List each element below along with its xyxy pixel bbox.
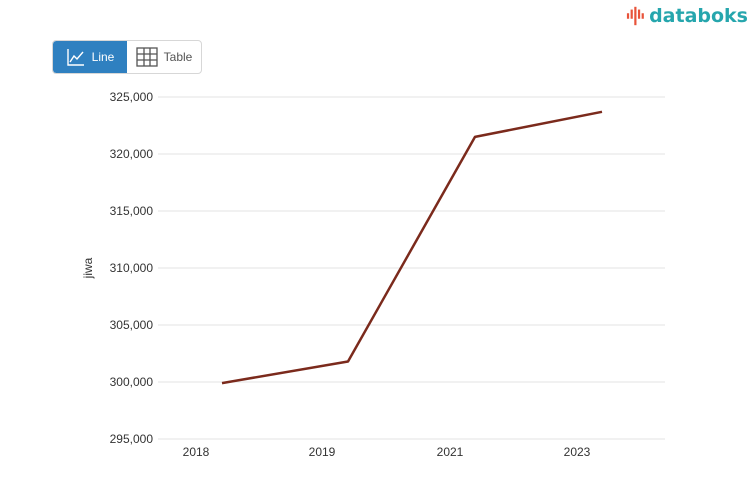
y-tick-label: 315,000: [110, 204, 154, 218]
line-view-label: Line: [91, 50, 115, 64]
table-view-button[interactable]: Table: [127, 41, 201, 73]
line-chart-icon: [66, 49, 84, 66]
series-line[interactable]: [221, 110, 603, 385]
data-point[interactable]: [216, 377, 228, 389]
y-axis-title: jiwa: [81, 257, 95, 279]
x-tick-label: 2021: [437, 445, 464, 459]
x-tick-label: 2019: [309, 445, 336, 459]
y-tick-label: 310,000: [110, 261, 154, 275]
y-tick-label: 300,000: [110, 375, 154, 389]
brand-name: databoks: [649, 5, 748, 27]
data-point[interactable]: [342, 355, 354, 367]
data-point[interactable]: [469, 131, 481, 143]
y-axis-ticks: 295,000 300,000 305,000 310,000 315,000 320,0…: [110, 90, 154, 446]
x-tick-label: 2023: [564, 445, 591, 459]
databoks-logo-icon: [626, 6, 644, 26]
x-tick-label: 2018: [183, 445, 210, 459]
y-tick-label: 325,000: [110, 90, 154, 104]
y-tick-label: 295,000: [110, 432, 154, 446]
chart-series: [216, 106, 608, 389]
x-axis-ticks: 2018 2019 2021 2023: [183, 445, 591, 459]
chart-grid: [158, 96, 665, 440]
line-view-button[interactable]: Line: [53, 41, 127, 73]
brand-logo: databoks: [626, 4, 748, 28]
table-grid-icon: [136, 47, 158, 67]
view-toggle: Line Table: [52, 40, 202, 74]
y-tick-label: 320,000: [110, 147, 154, 161]
table-view-label: Table: [163, 50, 193, 64]
data-point[interactable]: [596, 106, 608, 118]
y-tick-label: 305,000: [110, 318, 154, 332]
